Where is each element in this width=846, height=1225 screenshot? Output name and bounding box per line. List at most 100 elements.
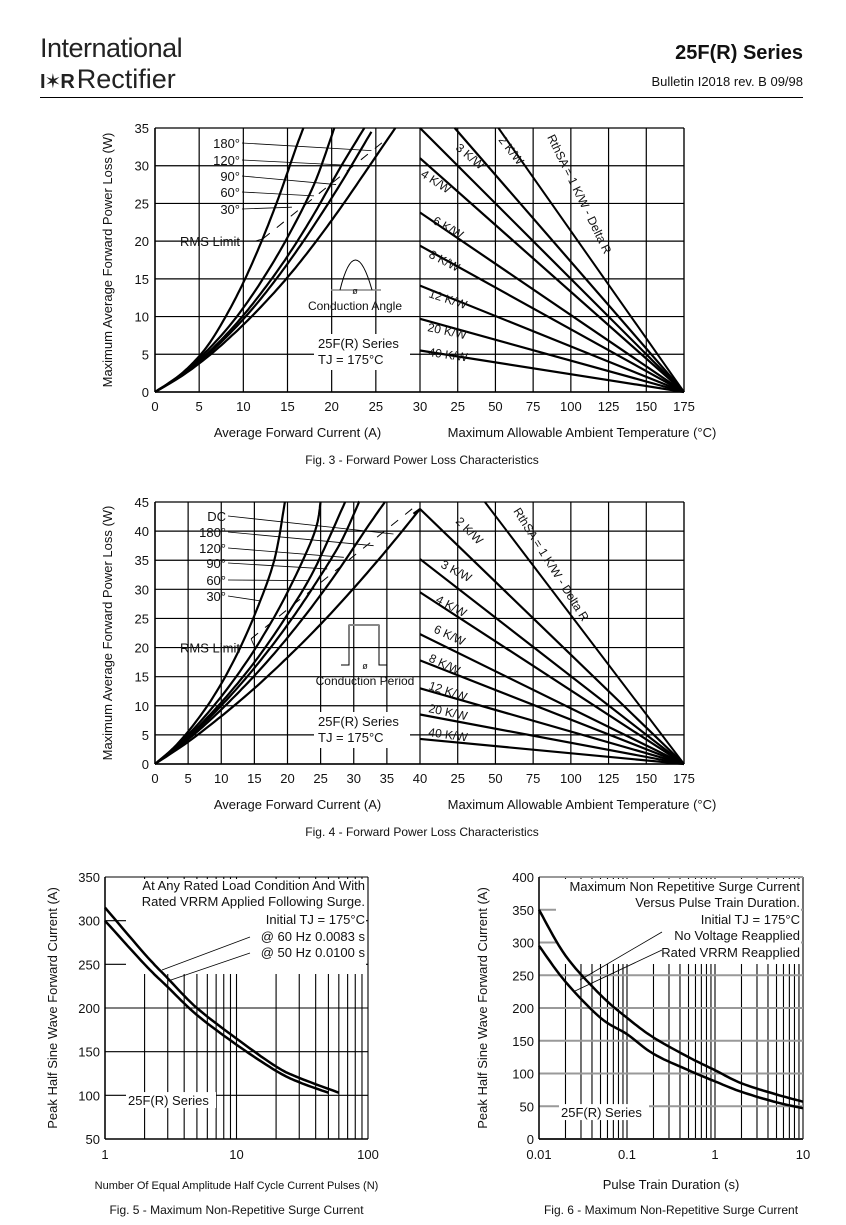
x-tick-label: 175 [673,771,695,786]
y-tick-label: 250 [512,968,534,983]
curve-60deg [154,127,336,393]
y-tick-label: 300 [78,914,100,929]
surge-curve [104,906,340,1094]
series-label-leader [241,206,292,210]
x-axis-label-left: Average Forward Current (A) [214,797,381,812]
x-tick-label: 40 [413,771,427,786]
series-title: 25F(R) Series [675,42,803,64]
x-tick-label: 0 [151,771,158,786]
tj-annotation: TJ = 175°C [318,352,384,367]
heatsink-label: 12 K/W [427,679,469,705]
x-tick-label: 100 [357,1147,379,1162]
y-tick-label: 100 [512,1067,534,1082]
y-tick-label: 35 [135,553,149,568]
series-annotation: 25F(R) Series [128,1093,209,1108]
x-tick-label: 50 [488,771,502,786]
x-tick-label: 25 [450,399,464,414]
curve-180deg [154,501,386,765]
x-tick-label: 10 [236,399,250,414]
heatsink-label: 6 K/W [431,213,467,242]
series-label-leader [241,175,337,185]
series-annotation: 25F(R) Series [318,714,399,729]
x-tick-label: 35 [380,771,394,786]
series-label-leader [227,531,374,547]
legend-60hz: @ 60 Hz 0.0083 s [261,929,366,944]
annotation-line1: At Any Rated Load Condition And With [142,878,365,893]
x-tick-label: 150 [635,399,657,414]
x-tick-label: 150 [635,771,657,786]
peak-connector [412,508,421,515]
figure-caption: Fig. 4 - Forward Power Loss Characterist… [305,825,538,839]
series-label: DC [207,509,226,524]
x-tick-label: 1 [711,1147,718,1162]
series-label-leader [161,936,251,971]
y-tick-label: 0 [527,1132,534,1147]
y-tick-label: 200 [78,1001,100,1016]
annotation-bg [126,879,366,974]
x-tick-label: 5 [196,399,203,414]
annotation-bg [559,1104,649,1121]
y-tick-label: 15 [135,670,149,685]
heatsink-label: 6 K/W [432,622,468,649]
series-label-leader [227,547,344,558]
y-tick-label: 30 [135,582,149,597]
series-annotation: 25F(R) Series [561,1105,642,1120]
annotation-bg [556,879,801,964]
y-axis-label: Peak Half Sine Wave Forward Current (A) [475,887,490,1129]
y-tick-label: 5 [142,347,149,362]
y-axis-label: Maximum Average Forward Power Loss (W) [100,506,115,761]
annotation-line1: Maximum Non Repetitive Surge Current [570,879,801,894]
annotation-line3: Initial TJ = 175°C [266,912,365,927]
series-label: 90° [220,169,240,184]
x-axis-label-right: Maximum Allowable Ambient Temperature (°… [448,425,717,440]
y-tick-label: 50 [520,1099,534,1114]
y-tick-label: 20 [135,234,149,249]
x-tick-label: 1 [101,1147,108,1162]
series-annotation: 25F(R) Series [318,336,399,351]
series-label-leader [574,949,663,992]
heatsink-line [419,558,685,765]
curve-dc [154,508,421,765]
tj-annotation: TJ = 175°C [318,730,384,745]
x-tick-label: 30 [413,399,427,414]
annotation-line3: Initial TJ = 175°C [701,912,800,927]
series-label: 120° [199,541,226,556]
rms-limit-leader [250,638,256,648]
heatsink-label: 40 K/W [428,345,470,364]
series-label-leader [227,595,262,602]
y-tick-label: 400 [512,870,534,885]
heatsink-label: RthSA = 1 K/W - Delta R [510,505,591,624]
x-tick-label: 15 [247,771,261,786]
y-axis-label: Peak Half Sine Wave Forward Current (A) [45,887,60,1129]
x-tick-label: 10 [229,1147,243,1162]
heatsink-line [419,211,685,393]
legend-rated-vrrm: Rated VRRM Reapplied [661,945,800,960]
annotation-bg [126,1092,216,1109]
heatsink-line [484,501,685,765]
x-tick-label: 10 [214,771,228,786]
x-axis-label: Pulse Train Duration (s) [603,1177,740,1192]
heatsink-line [419,687,685,766]
x-tick-label: 50 [488,399,502,414]
company-name-line1: International [40,33,183,63]
x-tick-label: 75 [526,771,540,786]
fig3-chart: 0 5 10 15 20 25 30 35 0 5 10 15 20 25 30 25 50 75 100 125 15… [100,121,717,467]
x-tick-label: 75 [526,399,540,414]
legend-50hz: @ 50 Hz 0.0100 s [261,945,366,960]
fig4-chart: 0 5 10 15 20 25 30 35 40 45 0 5 10 15 20 25 30 35 40 25 50 75… [100,495,716,839]
sine-waveform-icon [339,259,373,291]
x-tick-label: 175 [673,399,695,414]
heatsink-line [419,284,685,394]
x-tick-label: 20 [280,771,294,786]
legend-no-voltage: No Voltage Reapplied [674,928,800,943]
y-tick-label: 30 [135,159,149,174]
x-tick-label: 100 [560,399,582,414]
curve-120deg [154,500,361,765]
x-axis-label: Number Of Equal Amplitude Half Cycle Cur… [95,1180,379,1192]
heatsink-line [419,659,685,766]
heatsink-label: 40 K/W [428,725,470,744]
company-logo: I✶R Rectifier [40,64,176,95]
series-label: 60° [220,185,240,200]
x-tick-label: 0.1 [618,1147,636,1162]
x-tick-label: 0.01 [526,1147,551,1162]
